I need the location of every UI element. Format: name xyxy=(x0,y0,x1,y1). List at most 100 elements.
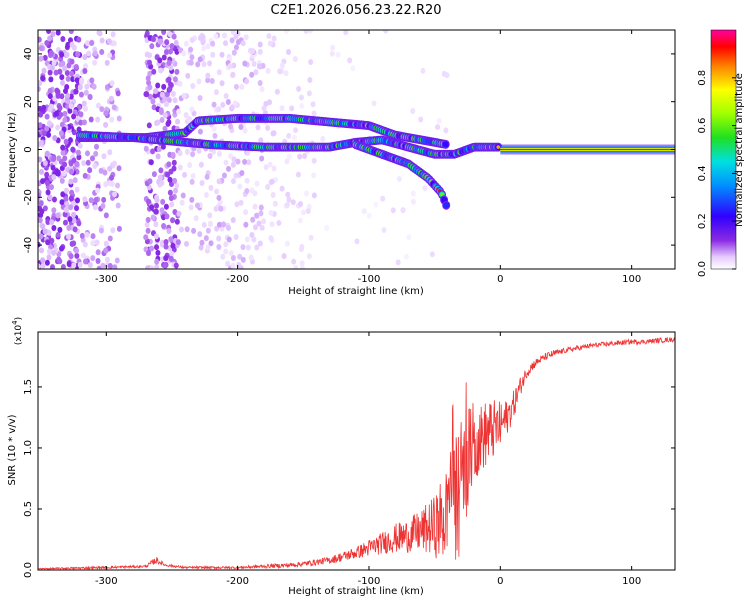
heatmap-cell xyxy=(238,124,244,131)
heatmap-cell xyxy=(50,164,56,171)
heatmap-cell xyxy=(47,35,53,42)
heatmap-cell xyxy=(59,177,65,184)
heatmap-cell xyxy=(73,64,79,71)
heatmap-cell xyxy=(177,150,183,157)
heatmap-cell xyxy=(203,191,209,198)
heatmap-cell xyxy=(240,244,246,251)
heatmap-cell xyxy=(177,164,183,171)
heatmap-cell xyxy=(406,234,412,241)
heatmap-x-tick-label: 100 xyxy=(622,274,641,285)
heatmap-cell xyxy=(162,96,168,103)
heatmap-cell xyxy=(403,253,409,260)
heatmap-cell xyxy=(213,89,219,96)
heatmap-cell xyxy=(298,200,304,207)
heatmap-cell xyxy=(42,54,48,61)
heatmap-cell xyxy=(281,253,287,260)
heatmap-cell xyxy=(252,203,258,210)
heatmap-cell xyxy=(71,157,77,164)
heatmap-y-tick-label: -40 xyxy=(23,237,34,253)
heatmap-cell xyxy=(227,63,233,70)
heatmap-cell xyxy=(83,89,89,96)
heatmap-cell xyxy=(286,153,292,160)
heatmap-cell xyxy=(289,105,295,112)
heatmap-cell xyxy=(64,51,70,58)
heatmap-cell xyxy=(395,259,401,266)
heatmap-cell xyxy=(205,77,211,84)
heatmap-cell xyxy=(171,159,177,166)
heatmap-cell xyxy=(196,78,202,85)
heatmap-cell xyxy=(66,261,72,268)
snr-y-scale-label: (x104) xyxy=(11,317,24,345)
heatmap-cell xyxy=(50,30,56,37)
heatmap-y-tick-label: 0 xyxy=(23,146,34,152)
heatmap-cell xyxy=(167,189,173,196)
heatmap-cell xyxy=(311,192,317,199)
heatmap-cell xyxy=(292,134,298,141)
heatmap-cell xyxy=(169,201,175,208)
heatmap-cell xyxy=(38,86,41,93)
heatmap-cell xyxy=(55,231,61,238)
heatmap-cell xyxy=(39,208,45,215)
heatmap-cell xyxy=(42,205,48,212)
heatmap-cell xyxy=(76,36,82,43)
heatmap-cell xyxy=(54,87,60,94)
heatmap-cell xyxy=(233,44,239,51)
heatmap-cell xyxy=(38,80,43,87)
heatmap-cell xyxy=(46,120,52,127)
heatmap-cell xyxy=(188,59,194,66)
heatmap-cell xyxy=(500,148,675,151)
heatmap-cell xyxy=(63,196,69,203)
heatmap-cell xyxy=(40,262,46,269)
heatmap-cell xyxy=(181,50,187,57)
heatmap-cell xyxy=(95,116,101,123)
heatmap-cell xyxy=(76,220,82,227)
heatmap-cell xyxy=(304,190,310,197)
heatmap-cell xyxy=(231,49,237,56)
heatmap-cell xyxy=(248,254,254,261)
heatmap-cell xyxy=(276,220,282,227)
heatmap-cell xyxy=(167,48,173,55)
heatmap-cell xyxy=(197,56,203,63)
heatmap-cell xyxy=(286,132,292,139)
heatmap-cell xyxy=(298,94,304,101)
heatmap-cell xyxy=(324,224,330,231)
heatmap-cell xyxy=(277,68,283,75)
heatmap-cell xyxy=(221,172,227,179)
heatmap-cell xyxy=(92,163,98,170)
heatmap-cell xyxy=(93,196,99,203)
heatmap-cell xyxy=(279,105,285,112)
heatmap-cell xyxy=(190,151,196,158)
heatmap-cell xyxy=(390,207,396,214)
heatmap-cell xyxy=(420,67,426,74)
heatmap-cell xyxy=(354,238,360,245)
heatmap-cell xyxy=(168,82,174,89)
heatmap-cell xyxy=(39,168,45,175)
heatmap-cell xyxy=(40,223,46,230)
heatmap-cell xyxy=(114,257,120,264)
heatmap-cell xyxy=(237,253,243,260)
heatmap-x-tick-label: -200 xyxy=(226,274,249,285)
snr-x-tick-label: -100 xyxy=(358,576,381,587)
colorbar-tick-label: 0.0 xyxy=(697,261,708,277)
heatmap-cell xyxy=(216,69,222,76)
heatmap-cell xyxy=(45,189,51,196)
heatmap-cell xyxy=(290,199,296,206)
heatmap-cell xyxy=(157,174,163,181)
heatmap-cell xyxy=(186,116,192,123)
heatmap-cell xyxy=(187,162,193,169)
heatmap-cell xyxy=(99,49,105,56)
heatmap-cell xyxy=(258,210,264,217)
heatmap-cell xyxy=(164,39,170,46)
heatmap-cell xyxy=(254,212,260,219)
heatmap-cell xyxy=(155,82,161,89)
heatmap-cell xyxy=(107,262,113,269)
heatmap-cell xyxy=(177,80,183,87)
snr-x-axis-label: Height of straight line (km) xyxy=(288,586,424,597)
heatmap-cell xyxy=(44,125,50,132)
heatmap-cell xyxy=(158,167,164,174)
heatmap-cell xyxy=(116,115,122,122)
heatmap-cell xyxy=(249,71,255,78)
colorbar-ticks: 0.0 0.2 0.4 0.6 0.8 xyxy=(697,70,736,277)
heatmap-cell xyxy=(85,159,91,166)
heatmap-cell xyxy=(299,102,305,109)
